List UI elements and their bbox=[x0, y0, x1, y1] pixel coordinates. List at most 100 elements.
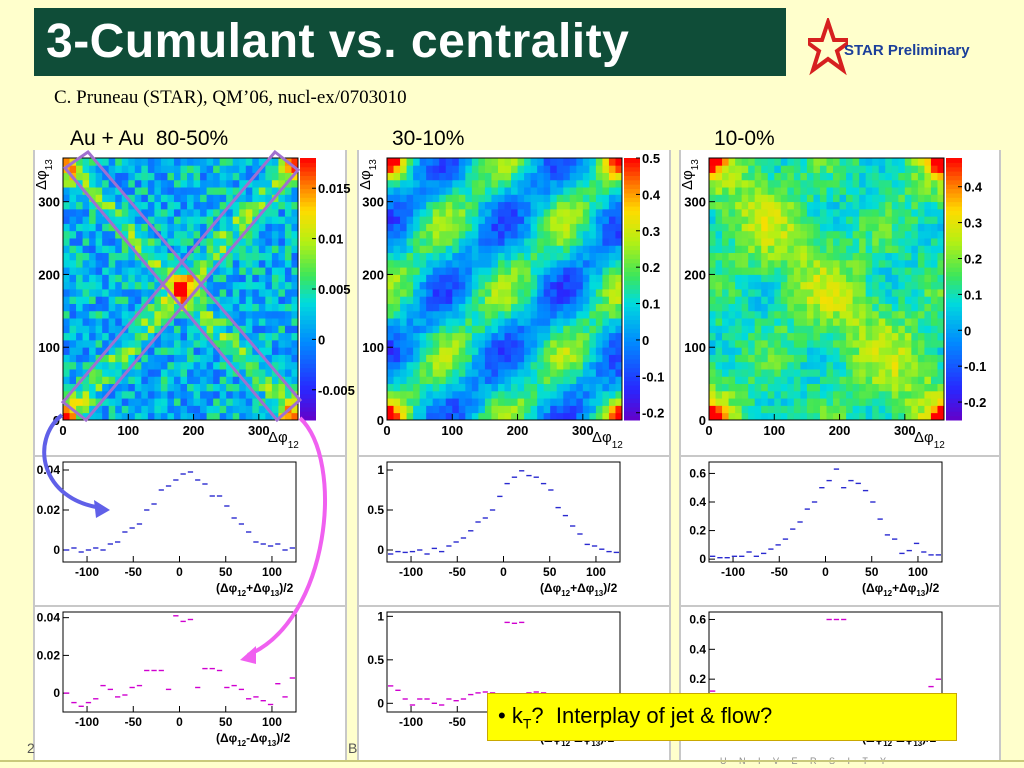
heatmap-cell bbox=[537, 208, 545, 217]
heatmap-cell bbox=[608, 194, 616, 203]
heatmap-cell bbox=[419, 289, 427, 297]
heatmap-cell bbox=[393, 267, 401, 275]
heatmap-cell bbox=[226, 172, 234, 181]
heatmap-cell bbox=[780, 179, 788, 188]
heatmap-cell bbox=[432, 303, 440, 312]
heatmap-cell bbox=[722, 347, 729, 355]
heatmap-cell bbox=[95, 187, 103, 195]
heatmap-cell bbox=[722, 187, 729, 195]
colorbar-segment bbox=[624, 341, 640, 347]
heatmap-cell bbox=[709, 376, 716, 385]
heatmap-cell bbox=[859, 332, 867, 341]
heatmap-cell bbox=[754, 398, 762, 406]
heatmap-cell bbox=[602, 165, 610, 173]
heatmap-cell bbox=[569, 332, 577, 341]
heatmap-cell bbox=[846, 332, 854, 341]
heatmap-cell bbox=[458, 369, 466, 377]
heatmap-cell bbox=[400, 187, 407, 195]
heatmap-cell bbox=[722, 383, 729, 392]
heatmap-cell bbox=[167, 325, 175, 334]
heatmap-cell bbox=[891, 369, 899, 377]
heatmap-cell bbox=[252, 230, 260, 239]
heatmap-cell bbox=[406, 179, 414, 188]
heatmap-cell bbox=[484, 245, 492, 254]
heatmap-cell bbox=[930, 216, 938, 224]
heatmap-cell bbox=[608, 369, 616, 377]
heatmap-cell bbox=[121, 296, 129, 304]
heatmap-cell bbox=[82, 296, 90, 304]
heatmap-cell bbox=[69, 347, 77, 355]
heatmap-cell bbox=[511, 165, 518, 173]
heatmap-cell bbox=[602, 405, 610, 414]
heatmap-cell bbox=[511, 361, 518, 370]
heatmap-cell bbox=[715, 310, 723, 319]
heatmap-cell bbox=[615, 296, 623, 304]
heatmap-cell bbox=[141, 354, 149, 363]
projection-y-tick-label: 0.02 bbox=[37, 503, 61, 517]
heatmap-cell bbox=[517, 398, 525, 406]
heatmap-cell bbox=[102, 238, 110, 246]
heatmap-cell bbox=[595, 412, 603, 421]
heatmap-cell bbox=[800, 354, 808, 363]
heatmap-cell bbox=[813, 201, 821, 210]
heatmap-cell bbox=[452, 303, 460, 312]
heatmap-cell bbox=[878, 223, 886, 232]
heatmap-cell bbox=[89, 332, 97, 341]
heatmap-cell bbox=[121, 208, 129, 217]
heatmap-cell bbox=[180, 223, 188, 232]
heatmap-cell bbox=[63, 208, 70, 217]
heatmap-cell bbox=[602, 238, 610, 246]
heatmap-cell bbox=[478, 179, 486, 188]
heatmap-cell bbox=[271, 238, 279, 246]
colorbar-segment bbox=[624, 223, 640, 229]
heatmap-cell bbox=[715, 318, 723, 326]
heatmap-cell bbox=[406, 376, 414, 385]
heatmap-cell bbox=[924, 347, 932, 355]
heatmap-cell bbox=[517, 245, 525, 254]
heatmap-cell bbox=[265, 325, 273, 334]
heatmap-cell bbox=[615, 376, 623, 385]
heatmap-cell bbox=[465, 339, 473, 348]
heatmap-cell bbox=[102, 187, 110, 195]
heatmap-cell bbox=[69, 289, 77, 297]
heatmap-cell bbox=[134, 383, 142, 392]
heatmap-cell bbox=[872, 274, 880, 283]
heatmap-cell bbox=[497, 223, 505, 232]
heatmap-cell bbox=[180, 390, 188, 399]
heatmap-cell bbox=[917, 201, 925, 210]
heatmap-cell bbox=[859, 165, 867, 173]
heatmap-cell bbox=[445, 223, 453, 232]
heatmap-cell bbox=[537, 281, 545, 290]
colorbar-segment bbox=[946, 289, 962, 294]
heatmap-cell bbox=[530, 398, 538, 406]
heatmap-cell bbox=[582, 158, 590, 166]
heatmap-cell bbox=[911, 172, 919, 181]
heatmap-cell bbox=[589, 201, 597, 210]
heatmap-cell bbox=[563, 194, 571, 203]
heatmap-cell bbox=[754, 289, 762, 297]
colorbar-segment bbox=[300, 341, 316, 347]
heatmap-cell bbox=[89, 274, 97, 283]
heatmap-cell bbox=[154, 252, 162, 261]
heatmap-cell bbox=[787, 216, 795, 224]
heatmap-cell bbox=[563, 289, 571, 297]
colorbar-segment bbox=[624, 179, 640, 185]
heatmap-cell bbox=[173, 194, 181, 203]
heatmap-cell bbox=[608, 230, 616, 239]
heatmap-cell bbox=[128, 390, 136, 399]
heatmap-cell bbox=[115, 354, 123, 363]
heatmap-cell bbox=[800, 289, 808, 297]
heatmap-cell bbox=[484, 361, 492, 370]
heatmap-cell bbox=[872, 289, 880, 297]
heatmap-cell bbox=[258, 216, 266, 224]
heatmap-cell bbox=[511, 303, 518, 312]
heatmap-cell bbox=[121, 165, 129, 173]
heatmap-cell bbox=[569, 354, 577, 363]
heatmap-cell bbox=[471, 267, 479, 275]
heatmap-cell bbox=[245, 412, 253, 421]
heatmap-cell bbox=[265, 259, 273, 268]
heatmap-cell bbox=[393, 158, 401, 166]
heatmap-cell bbox=[917, 361, 925, 370]
heatmap-cell bbox=[63, 194, 70, 203]
heatmap-cell bbox=[271, 398, 279, 406]
